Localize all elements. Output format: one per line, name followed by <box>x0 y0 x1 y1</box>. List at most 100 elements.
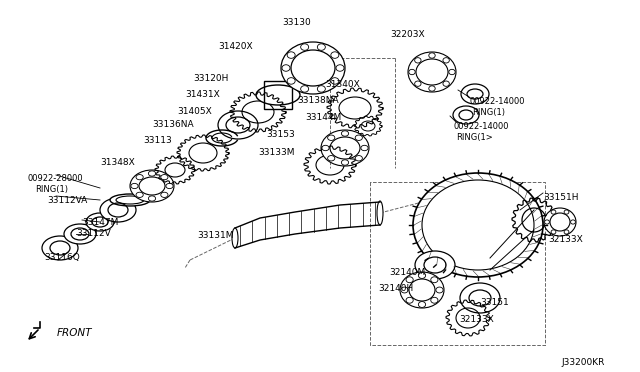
Text: 33116Q: 33116Q <box>44 253 80 262</box>
Ellipse shape <box>136 174 143 180</box>
Ellipse shape <box>256 85 300 105</box>
Ellipse shape <box>355 155 362 161</box>
Ellipse shape <box>429 86 435 91</box>
Ellipse shape <box>130 170 174 202</box>
Text: 32140H: 32140H <box>378 284 413 293</box>
Text: J33200KR: J33200KR <box>561 358 604 367</box>
Ellipse shape <box>436 287 443 293</box>
Ellipse shape <box>341 160 349 165</box>
Ellipse shape <box>136 192 143 198</box>
Ellipse shape <box>148 196 156 201</box>
Ellipse shape <box>551 230 556 234</box>
Text: 33136NA: 33136NA <box>152 120 194 129</box>
Text: 31405X: 31405X <box>177 107 212 116</box>
Ellipse shape <box>232 228 238 248</box>
Ellipse shape <box>429 53 435 58</box>
Bar <box>264 81 292 109</box>
Text: 00922-14000: 00922-14000 <box>469 97 525 106</box>
Text: 32140M: 32140M <box>389 268 425 277</box>
Text: 33144M: 33144M <box>305 113 341 122</box>
Ellipse shape <box>443 81 449 86</box>
Ellipse shape <box>564 210 569 214</box>
Ellipse shape <box>408 52 456 92</box>
Text: RING(1): RING(1) <box>35 185 68 194</box>
Ellipse shape <box>331 78 339 84</box>
Ellipse shape <box>453 106 479 124</box>
Ellipse shape <box>281 42 345 94</box>
Text: 33133M: 33133M <box>258 148 294 157</box>
Text: 31348X: 31348X <box>100 158 135 167</box>
Ellipse shape <box>431 297 438 303</box>
Ellipse shape <box>415 251 455 279</box>
Ellipse shape <box>287 78 295 84</box>
Text: 00922-14000: 00922-14000 <box>453 122 509 131</box>
Text: 31340X: 31340X <box>325 80 360 89</box>
Ellipse shape <box>282 65 290 71</box>
Ellipse shape <box>100 198 136 222</box>
Ellipse shape <box>409 69 415 75</box>
Text: RING(1>: RING(1> <box>456 133 493 142</box>
Ellipse shape <box>317 86 325 92</box>
Text: FRONT: FRONT <box>57 328 93 338</box>
Ellipse shape <box>328 155 335 161</box>
Text: 33131M: 33131M <box>197 231 234 240</box>
Text: 32133X: 32133X <box>459 315 493 324</box>
Ellipse shape <box>218 111 258 139</box>
Ellipse shape <box>331 52 339 58</box>
Ellipse shape <box>131 183 138 189</box>
Ellipse shape <box>449 69 455 75</box>
Ellipse shape <box>571 220 575 224</box>
Text: 32133X: 32133X <box>548 235 583 244</box>
Ellipse shape <box>443 58 449 63</box>
Text: 33113: 33113 <box>143 136 172 145</box>
Ellipse shape <box>166 183 173 189</box>
Ellipse shape <box>336 65 344 71</box>
Ellipse shape <box>161 174 168 180</box>
Ellipse shape <box>161 192 168 198</box>
Text: RING(1): RING(1) <box>472 108 505 117</box>
Text: 33112VA: 33112VA <box>47 196 87 205</box>
Ellipse shape <box>544 208 576 236</box>
Text: 31431X: 31431X <box>185 90 220 99</box>
Ellipse shape <box>321 130 369 166</box>
Ellipse shape <box>341 131 349 136</box>
Ellipse shape <box>361 145 368 151</box>
Text: 33147M: 33147M <box>82 218 118 227</box>
Ellipse shape <box>301 44 308 50</box>
Text: 33138NA: 33138NA <box>297 96 339 105</box>
Text: 33151: 33151 <box>480 298 509 307</box>
Text: 31420X: 31420X <box>218 42 253 51</box>
Ellipse shape <box>413 173 543 277</box>
Ellipse shape <box>431 277 438 283</box>
Ellipse shape <box>322 145 329 151</box>
Ellipse shape <box>551 210 556 214</box>
Ellipse shape <box>328 135 335 141</box>
Ellipse shape <box>419 273 426 279</box>
Ellipse shape <box>110 194 150 206</box>
Ellipse shape <box>461 84 489 104</box>
Ellipse shape <box>317 44 325 50</box>
Ellipse shape <box>545 220 549 224</box>
Ellipse shape <box>564 230 569 234</box>
Ellipse shape <box>64 224 96 244</box>
Ellipse shape <box>377 201 383 225</box>
Ellipse shape <box>355 135 362 141</box>
Ellipse shape <box>406 277 413 283</box>
Ellipse shape <box>415 58 421 63</box>
Text: 00922-28000: 00922-28000 <box>28 174 84 183</box>
Ellipse shape <box>400 272 444 308</box>
Text: 33153: 33153 <box>266 130 295 139</box>
Text: 33120H: 33120H <box>193 74 228 83</box>
Ellipse shape <box>415 81 421 86</box>
Ellipse shape <box>287 52 295 58</box>
Ellipse shape <box>86 213 114 231</box>
Text: 32203X: 32203X <box>390 30 424 39</box>
Ellipse shape <box>419 302 426 307</box>
Ellipse shape <box>401 287 408 293</box>
Ellipse shape <box>406 297 413 303</box>
Text: 33130: 33130 <box>282 18 311 27</box>
Ellipse shape <box>460 283 500 313</box>
Text: 33151H: 33151H <box>543 193 579 202</box>
Ellipse shape <box>301 86 308 92</box>
Text: 33112V: 33112V <box>76 229 111 238</box>
